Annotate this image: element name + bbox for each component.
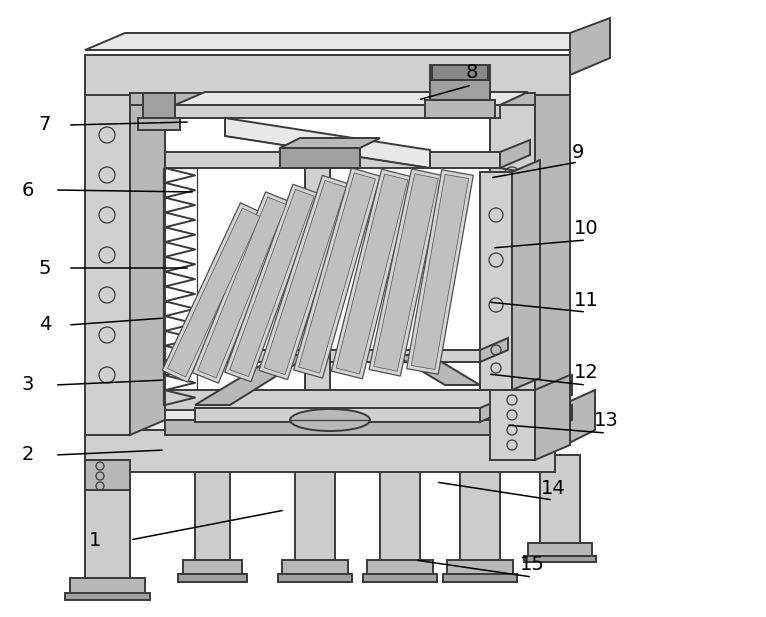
Text: 9: 9	[571, 143, 584, 162]
Polygon shape	[411, 175, 469, 370]
Polygon shape	[280, 148, 360, 168]
Polygon shape	[295, 472, 335, 562]
Polygon shape	[395, 355, 480, 385]
Polygon shape	[85, 460, 130, 490]
Polygon shape	[278, 574, 352, 582]
Text: 7: 7	[39, 115, 51, 135]
Polygon shape	[85, 33, 610, 50]
Polygon shape	[195, 355, 310, 405]
Polygon shape	[555, 390, 595, 450]
Polygon shape	[85, 90, 130, 435]
Polygon shape	[168, 208, 260, 377]
Text: 1: 1	[89, 531, 101, 550]
Polygon shape	[85, 55, 570, 95]
Text: 10: 10	[574, 218, 598, 238]
Polygon shape	[198, 197, 286, 378]
Polygon shape	[407, 170, 473, 375]
Ellipse shape	[290, 409, 370, 431]
Polygon shape	[65, 593, 150, 600]
Text: 3: 3	[21, 376, 34, 394]
Polygon shape	[70, 578, 145, 595]
Polygon shape	[280, 138, 380, 148]
Polygon shape	[195, 408, 480, 422]
Polygon shape	[224, 184, 319, 382]
Polygon shape	[447, 560, 513, 576]
Polygon shape	[85, 490, 130, 580]
Text: 14: 14	[541, 479, 565, 497]
Polygon shape	[490, 390, 535, 460]
Polygon shape	[192, 192, 292, 383]
Polygon shape	[299, 173, 375, 373]
Polygon shape	[178, 574, 247, 582]
Polygon shape	[524, 556, 596, 562]
Polygon shape	[535, 375, 570, 460]
Polygon shape	[85, 408, 595, 430]
Text: 13: 13	[594, 410, 618, 429]
Polygon shape	[293, 168, 381, 378]
Polygon shape	[336, 174, 408, 374]
Polygon shape	[528, 543, 592, 558]
Polygon shape	[374, 173, 438, 371]
Text: 6: 6	[21, 181, 34, 199]
Polygon shape	[490, 90, 535, 435]
Polygon shape	[165, 390, 540, 410]
Polygon shape	[264, 180, 346, 375]
Polygon shape	[230, 189, 314, 376]
Polygon shape	[443, 574, 517, 582]
Text: 2: 2	[21, 445, 34, 465]
Polygon shape	[332, 169, 413, 379]
Text: 5: 5	[39, 259, 51, 278]
Polygon shape	[162, 203, 266, 383]
Polygon shape	[175, 105, 500, 118]
Text: 11: 11	[574, 291, 598, 310]
Polygon shape	[369, 169, 443, 376]
Polygon shape	[367, 560, 433, 576]
Polygon shape	[540, 455, 580, 545]
Polygon shape	[430, 65, 490, 103]
Polygon shape	[480, 395, 510, 422]
Polygon shape	[130, 72, 165, 435]
Polygon shape	[540, 405, 572, 435]
Polygon shape	[480, 172, 512, 390]
Polygon shape	[305, 168, 330, 390]
Polygon shape	[535, 72, 570, 435]
Text: 4: 4	[39, 315, 51, 334]
Polygon shape	[85, 430, 555, 472]
Polygon shape	[380, 472, 420, 562]
Polygon shape	[259, 175, 351, 379]
Polygon shape	[460, 472, 500, 562]
Polygon shape	[183, 560, 242, 576]
Polygon shape	[195, 472, 230, 562]
Polygon shape	[138, 118, 180, 130]
Polygon shape	[195, 350, 480, 362]
Polygon shape	[175, 92, 528, 105]
Polygon shape	[363, 574, 437, 582]
Text: 12: 12	[574, 363, 598, 381]
Polygon shape	[165, 152, 500, 168]
Polygon shape	[512, 160, 540, 390]
Polygon shape	[500, 140, 530, 168]
Text: 15: 15	[519, 555, 545, 574]
Polygon shape	[282, 560, 348, 576]
Polygon shape	[143, 93, 175, 120]
Polygon shape	[432, 65, 488, 80]
Polygon shape	[165, 420, 540, 435]
Polygon shape	[540, 375, 572, 410]
Polygon shape	[480, 338, 508, 362]
Polygon shape	[130, 93, 535, 105]
Polygon shape	[225, 118, 430, 168]
Polygon shape	[570, 18, 610, 75]
Text: 8: 8	[466, 62, 478, 81]
Polygon shape	[425, 100, 495, 118]
